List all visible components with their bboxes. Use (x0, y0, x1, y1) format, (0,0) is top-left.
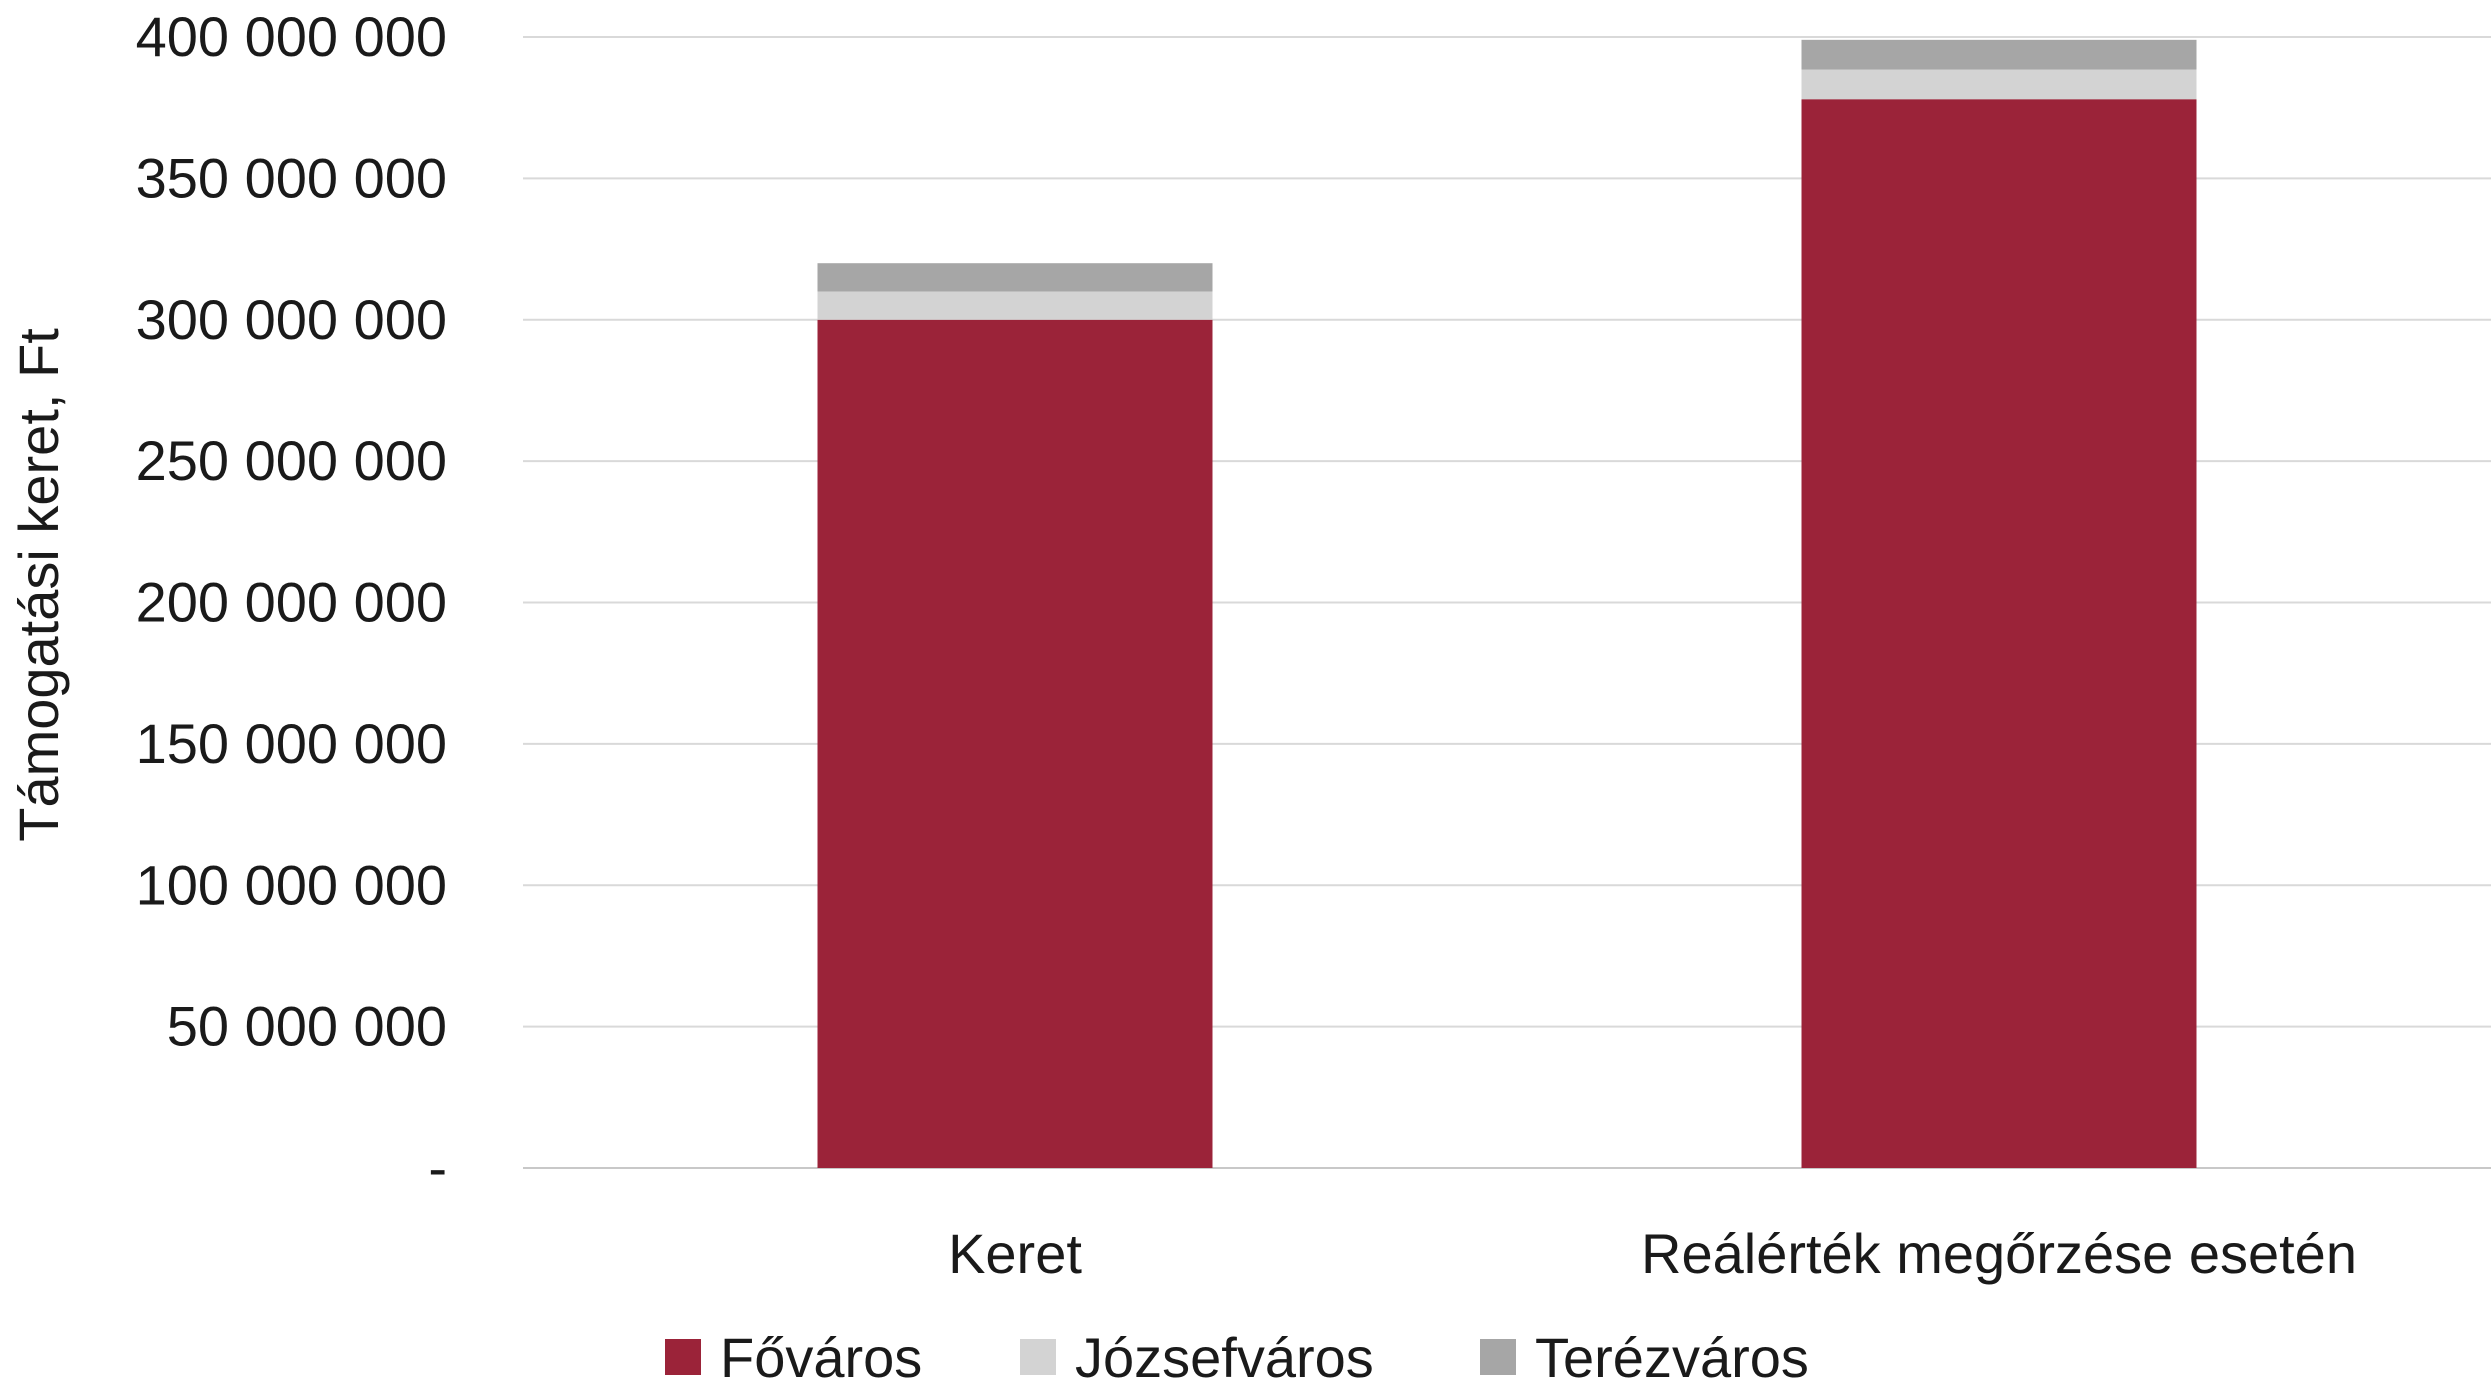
y-tick-label: 50 000 000 (167, 995, 447, 1058)
y-tick-label: 300 000 000 (136, 288, 447, 351)
bar-segment (1801, 39, 2197, 70)
x-tick-label: Reálérték megőrzése esetén (1641, 1222, 2357, 1285)
bar-segment (817, 263, 1213, 292)
y-tick-label: 100 000 000 (136, 853, 447, 916)
x-tick-label: Keret (948, 1222, 1082, 1285)
legend-item: Józsefváros (1020, 1326, 1374, 1389)
y-tick-labels: - 50 000 000 100 000 000 150 000 000 200 000… (136, 5, 447, 1199)
legend-swatch (665, 1339, 701, 1375)
legend-item: Terézváros (1480, 1326, 1809, 1389)
bars (817, 39, 2197, 1169)
bar-segment (817, 291, 1213, 320)
y-tick-label: 150 000 000 (136, 712, 447, 775)
legend: Főváros Józsefváros Terézváros (665, 1326, 1809, 1389)
bar-segment (1801, 99, 2197, 1169)
bar-segment (1801, 69, 2197, 100)
legend-label: Józsefváros (1075, 1326, 1374, 1387)
y-tick-label: 400 000 000 (136, 5, 447, 68)
x-tick-labels: Keret Reálérték megőrzése esetén (948, 1222, 2357, 1285)
legend-label: Terézváros (1535, 1326, 1809, 1387)
y-tick-label: - (428, 1136, 447, 1199)
bar-segment (817, 319, 1213, 1168)
y-tick-label: 200 000 000 (136, 571, 447, 634)
y-tick-label: 350 000 000 (136, 146, 447, 209)
legend-swatch (1480, 1339, 1516, 1375)
legend-swatch (1020, 1339, 1056, 1375)
y-axis-label: Támogatási keret, Ft (7, 328, 70, 842)
legend-item: Főváros (665, 1326, 922, 1389)
legend-label: Főváros (720, 1326, 922, 1387)
y-tick-label: 250 000 000 (136, 429, 447, 492)
